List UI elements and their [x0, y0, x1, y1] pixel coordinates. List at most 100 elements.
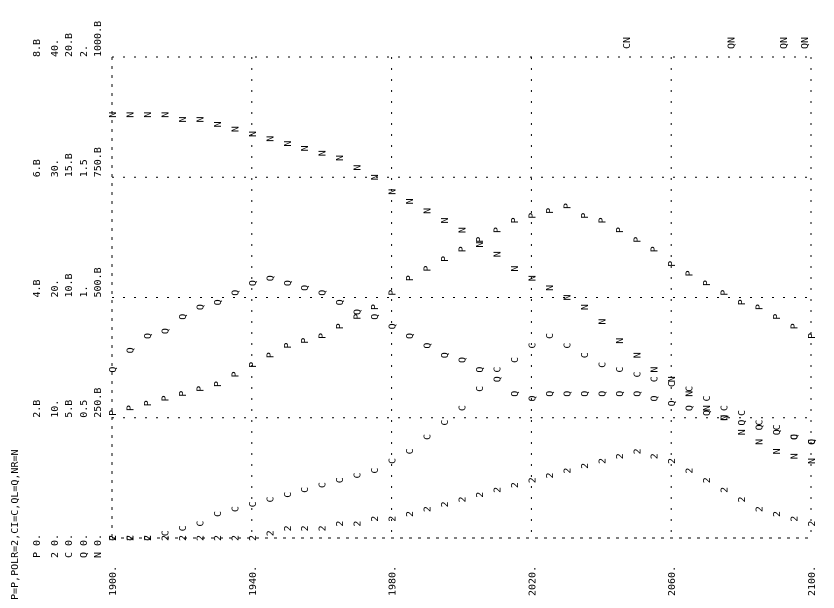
- point-2-1925: 2: [195, 535, 206, 541]
- scale-label-P-3: 6.B: [32, 159, 43, 177]
- point-2-1970: 2: [353, 521, 364, 527]
- point-P-2035: P: [580, 213, 591, 219]
- point-2-2035: 2: [580, 463, 591, 469]
- point-Q-1925: Q: [195, 304, 206, 310]
- point-Q-2100: Q: [807, 439, 818, 445]
- point-N-1960: N: [318, 150, 329, 156]
- point-2-1950: 2: [283, 525, 294, 531]
- point-Q-1985: Q: [405, 333, 416, 339]
- point-Q-2040: Q: [597, 391, 608, 397]
- scale-label-2-1: 10.: [50, 400, 61, 418]
- scale-label-2-0: 2 0.: [50, 534, 61, 558]
- point-Q-1975: Q: [370, 314, 381, 320]
- point-P-1920: P: [178, 391, 189, 397]
- point-P-1935: P: [230, 371, 241, 377]
- point-2-1985: 2: [405, 511, 416, 517]
- point-P-1980: P: [388, 290, 399, 296]
- point-2-1920: 2: [178, 535, 189, 541]
- point-N-2040: N: [597, 319, 608, 325]
- point-N-1975: N: [370, 174, 381, 180]
- scale-label-P-4: 8.B: [32, 39, 43, 57]
- scale-label-2-4: 40.: [50, 39, 61, 57]
- point-C-1925: C: [195, 521, 206, 527]
- point-2-2025: 2: [545, 472, 556, 478]
- point-Q-2050: Q: [632, 391, 643, 397]
- scale-label-Q-4: 2.: [79, 45, 90, 57]
- point-2-2005: 2: [475, 492, 486, 498]
- x-tick-label-5: 2100.: [807, 566, 818, 596]
- point-P-2020: P: [527, 213, 538, 219]
- scale-label-C-4: 20.B: [64, 33, 75, 57]
- x-tick-label-3: 2020.: [527, 566, 538, 596]
- point-Q-1935: Q: [230, 290, 241, 296]
- point-N-2055: N: [650, 367, 661, 373]
- point-2-2015: 2: [510, 482, 521, 488]
- point-C-2095: C: [790, 434, 801, 440]
- point-2-1945: 2: [265, 530, 276, 536]
- point-C-1980: C: [388, 458, 399, 464]
- point-P-2060: P: [667, 261, 678, 267]
- point-N-1995: N: [440, 218, 451, 224]
- chart-legend: P=P,POLR=2,CI=C,QL=Q,NR=N: [10, 449, 21, 600]
- point-2-2010: 2: [492, 487, 503, 493]
- point-Q-2060: Q: [667, 400, 678, 406]
- point-N-2045: N: [615, 338, 626, 344]
- scale-label-N-0: N 0.: [93, 534, 104, 558]
- x-tick-label-2: 1980.: [388, 566, 399, 596]
- point-2-2045: 2: [615, 453, 626, 459]
- point-2-2075: 2: [720, 487, 731, 493]
- point-C-1935: C: [230, 506, 241, 512]
- point-C-1995: C: [440, 420, 451, 426]
- point-Q-2055: Q: [650, 395, 661, 401]
- point-C-2030: C: [562, 343, 573, 349]
- point-C-1960: C: [318, 482, 329, 488]
- point-P-1900: P: [108, 410, 119, 416]
- plot-marks: PPPPPPPPPPPPPPPPPPPPPPPPPPPPPPPPPPPPPPPP…: [108, 112, 818, 541]
- point-2-1915: 2: [160, 535, 171, 541]
- point-2-2060: 2: [667, 458, 678, 464]
- point-C-1950: C: [283, 492, 294, 498]
- point-2-2100: 2: [807, 521, 818, 527]
- point-2-2050: 2: [632, 448, 643, 454]
- point-C-1990: C: [423, 434, 434, 440]
- point-C-1975: C: [370, 468, 381, 474]
- scale-label-Q-1: 0.5: [79, 400, 90, 418]
- point-N-2020: N: [527, 275, 538, 281]
- scale-label-P-2: 4.B: [32, 279, 43, 297]
- scale-label-C-3: 15.B: [64, 153, 75, 177]
- grid: [111, 56, 812, 539]
- point-P-2080: P: [737, 299, 748, 305]
- point-C-2010: C: [492, 367, 503, 373]
- point-Q-2035: Q: [580, 391, 591, 397]
- point-N-2095: N: [790, 453, 801, 459]
- point-C-2020: C: [527, 343, 538, 349]
- point-Q-1980: Q: [388, 323, 399, 329]
- point-Q-1990: Q: [423, 343, 434, 349]
- point-Q-1910: Q: [143, 333, 154, 339]
- point-Q-2095: Q: [790, 434, 801, 440]
- point-C-1965: C: [335, 477, 346, 483]
- point-2-2030: 2: [562, 468, 573, 474]
- point-P-2070: P: [702, 280, 713, 286]
- point-P-1950: P: [283, 343, 294, 349]
- point-C-1955: C: [300, 487, 311, 493]
- point-N-2065: N: [685, 391, 696, 397]
- point-N-1990: N: [423, 208, 434, 214]
- point-2-1980: 2: [388, 516, 399, 522]
- point-C-2015: C: [510, 357, 521, 363]
- scale-label-N-2: 500.B: [93, 267, 104, 297]
- point-C-2090: C: [772, 424, 783, 430]
- point-N-2075: N: [720, 415, 731, 421]
- point-C-2045: C: [615, 367, 626, 373]
- point-P-2085: P: [755, 304, 766, 310]
- point-P-2045: P: [615, 227, 626, 233]
- top-markers: CN QN QN QN: [622, 37, 811, 49]
- point-N-1930: N: [213, 121, 224, 127]
- point-C-2050: C: [632, 371, 643, 377]
- point-N-1970: N: [353, 165, 364, 171]
- top-marker-2: QN: [779, 37, 790, 49]
- scale-label-2-3: 30.: [50, 159, 61, 177]
- point-N-2085: N: [755, 439, 766, 445]
- point-N-1910: N: [143, 112, 154, 118]
